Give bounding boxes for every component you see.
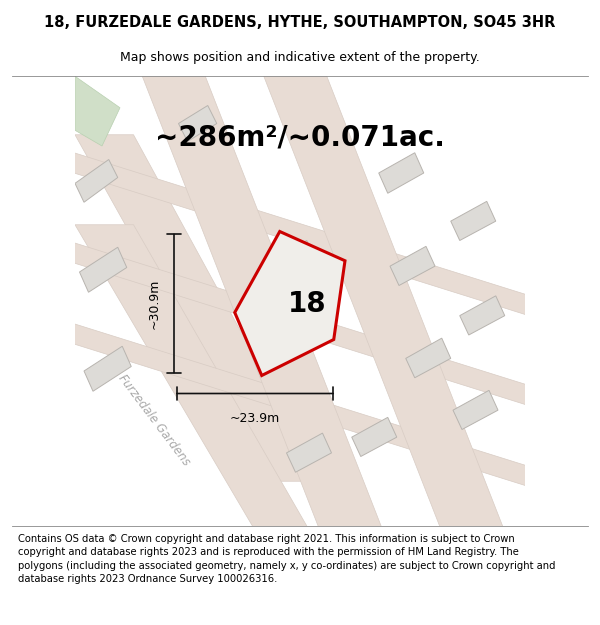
Polygon shape [460,296,505,335]
Text: Map shows position and indicative extent of the property.: Map shows position and indicative extent… [120,51,480,64]
Polygon shape [53,236,548,411]
Polygon shape [352,418,397,456]
Text: ~23.9m: ~23.9m [230,412,280,425]
Polygon shape [390,246,435,286]
Polygon shape [75,225,323,553]
Polygon shape [79,248,127,292]
Polygon shape [75,135,323,481]
Polygon shape [235,231,345,376]
Polygon shape [179,106,217,141]
Text: Contains OS data © Crown copyright and database right 2021. This information is : Contains OS data © Crown copyright and d… [18,534,556,584]
Polygon shape [53,146,548,321]
Text: 18: 18 [287,289,326,318]
Polygon shape [75,76,120,146]
Polygon shape [451,201,496,241]
Text: ~30.9m: ~30.9m [147,278,160,329]
Polygon shape [453,391,498,429]
Polygon shape [255,54,511,549]
Text: ~286m²/~0.071ac.: ~286m²/~0.071ac. [155,123,445,151]
Text: Furzedale Gardens: Furzedale Gardens [115,372,192,469]
Polygon shape [75,159,118,202]
Polygon shape [406,338,451,377]
Polygon shape [287,433,331,472]
Polygon shape [379,152,424,193]
Polygon shape [84,346,131,391]
Polygon shape [133,54,390,549]
Text: 18, FURZEDALE GARDENS, HYTHE, SOUTHAMPTON, SO45 3HR: 18, FURZEDALE GARDENS, HYTHE, SOUTHAMPTO… [44,16,556,31]
Polygon shape [273,241,316,279]
Polygon shape [53,317,548,492]
